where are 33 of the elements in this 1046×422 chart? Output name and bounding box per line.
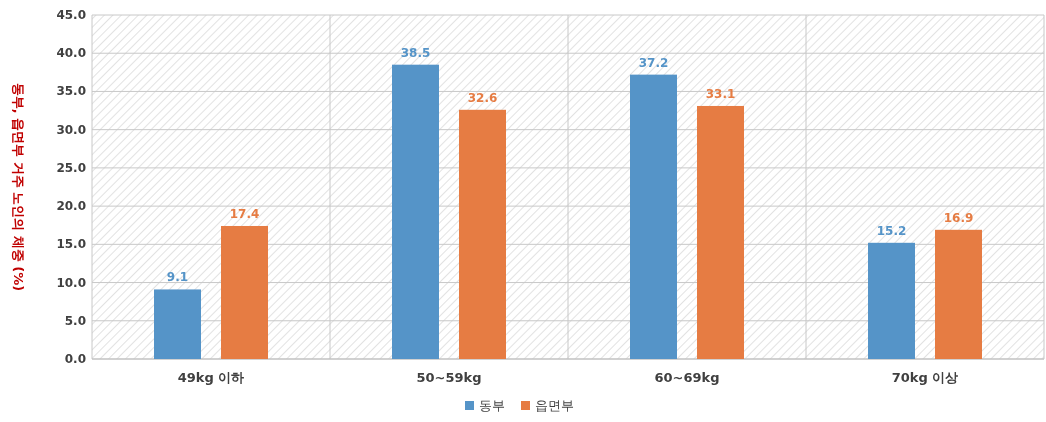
y-tick-label: 5.0 [64, 313, 86, 328]
x-tick-label: 70kg 이상 [891, 370, 959, 385]
x-tick-label: 49kg 이하 [177, 370, 245, 385]
x-tick-label: 50~59kg [416, 370, 482, 385]
bar [630, 74, 677, 359]
y-tick-label: 10.0 [56, 275, 86, 290]
y-tick-label: 40.0 [56, 46, 86, 61]
y-tick-label: 25.0 [56, 160, 86, 175]
bar [459, 109, 506, 359]
legend-label: 읍면부 [535, 398, 574, 413]
data-label: 32.6 [467, 90, 498, 105]
y-tick-label: 35.0 [56, 84, 86, 99]
legend-label: 동부 [479, 398, 505, 413]
data-label: 37.2 [638, 55, 669, 70]
y-tick-label: 15.0 [56, 237, 86, 252]
bar [154, 289, 201, 359]
y-tick-label: 45.0 [56, 8, 86, 22]
bar [868, 242, 915, 359]
y-tick-label: 30.0 [56, 122, 86, 137]
data-label: 16.9 [943, 210, 974, 225]
bar [697, 105, 744, 359]
bar [221, 225, 268, 359]
y-axis-title: 동부, 읍면부 거주 노인의 체중 (%) [11, 82, 26, 292]
data-label: 33.1 [705, 86, 736, 101]
y-tick-label: 0.0 [64, 352, 86, 366]
bar [392, 64, 439, 359]
data-label: 9.1 [166, 270, 189, 285]
x-tick-label: 60~69kg [654, 370, 720, 385]
data-label: 15.2 [876, 223, 907, 238]
y-tick-label: 20.0 [56, 199, 86, 214]
bar [935, 229, 982, 359]
data-label: 17.4 [229, 206, 260, 221]
data-label: 38.5 [400, 45, 431, 60]
